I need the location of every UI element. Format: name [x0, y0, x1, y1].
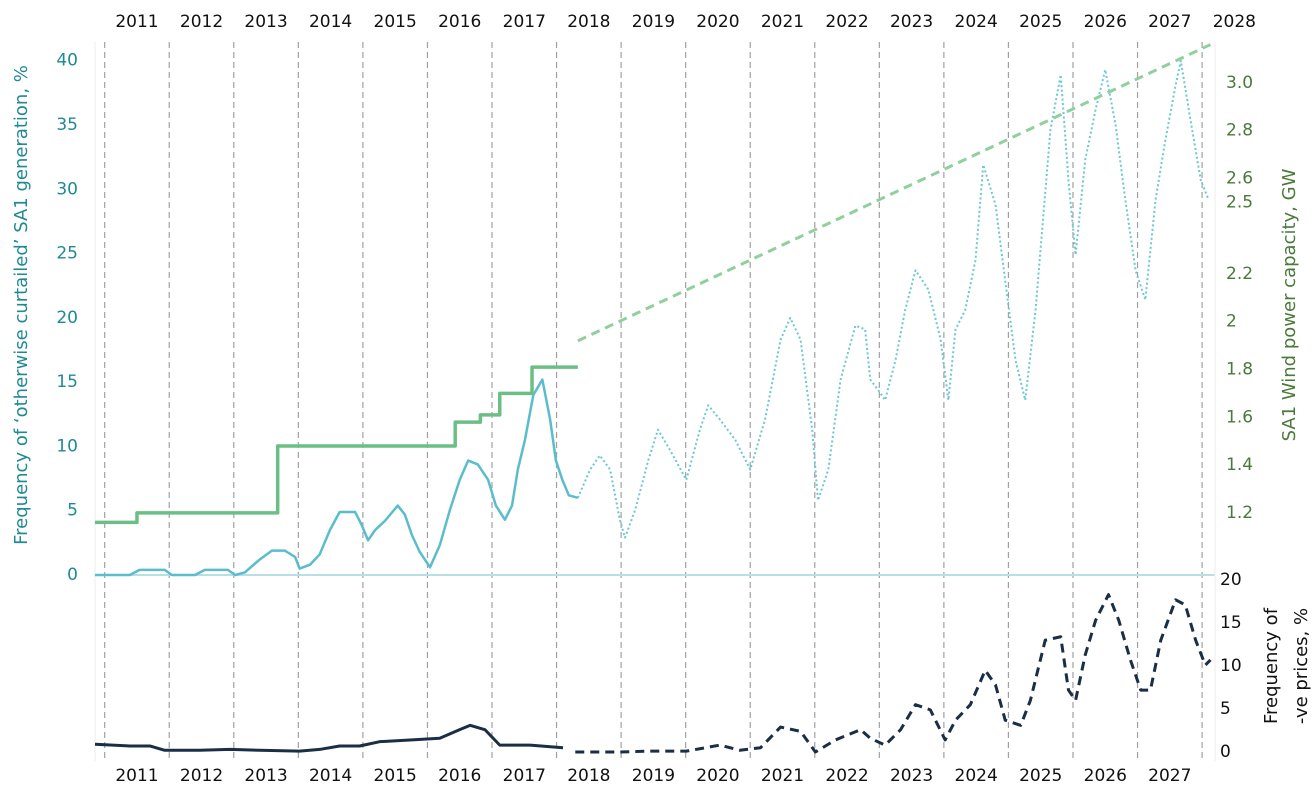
- y-tick-label: 25: [56, 244, 78, 264]
- x-tick-label: 2025: [1019, 766, 1062, 786]
- x-tick-label: 2017: [503, 12, 546, 32]
- y-tick-label: 35: [56, 115, 78, 135]
- x-tick-label: 2012: [180, 766, 223, 786]
- y-axis-title: Frequency of ‘otherwise curtailed’ SA1 g…: [11, 65, 32, 545]
- x-tick-label: 2024: [955, 766, 998, 786]
- x-tick-label: 2018: [567, 766, 610, 786]
- y2-tick-label: 15: [1220, 613, 1242, 633]
- data-line: [94, 723, 564, 753]
- x-tick-label: 2017: [503, 766, 546, 786]
- y-tick-label: 20: [56, 308, 78, 328]
- x-tick-label: 2023: [890, 12, 933, 32]
- x-tick-label: 2028: [1213, 12, 1256, 32]
- x-tick-label: 2014: [309, 766, 352, 786]
- data-line: [577, 43, 1212, 343]
- x-tick-label: 2021: [761, 12, 804, 32]
- x-tick-label: 2015: [374, 766, 417, 786]
- y2-axis-title: SA1 Wind power capacity, GW: [1279, 168, 1300, 441]
- x-tick-label: 2019: [632, 766, 675, 786]
- x-tick-label: 2016: [438, 766, 481, 786]
- x-tick-label: 2015: [374, 12, 417, 32]
- y2-tick-label: 1.6: [1226, 407, 1253, 427]
- x-tick-label: 2026: [1084, 12, 1127, 32]
- x-tick-label: 2022: [825, 766, 868, 786]
- x-tick-label: 2013: [244, 12, 287, 32]
- x-tick-label: 2016: [438, 12, 481, 32]
- y2-tick-label: 2.8: [1226, 121, 1253, 141]
- x-tick-label: 2014: [309, 12, 352, 32]
- y2-tick-label: 0: [1220, 742, 1231, 762]
- y2-axis-title: Frequency of: [1261, 607, 1282, 724]
- x-tick-label: 2013: [244, 766, 287, 786]
- y-tick-label: 10: [56, 436, 78, 456]
- y2-tick-label: 1.8: [1226, 360, 1253, 380]
- y-tick-label: 30: [56, 179, 78, 199]
- x-tick-label: 2027: [1148, 766, 1191, 786]
- x-tick-label: 2011: [115, 12, 158, 32]
- y-tick-label: 5: [67, 501, 78, 521]
- y2-tick-label: 2.5: [1226, 192, 1253, 212]
- x-tick-label: 2019: [632, 12, 675, 32]
- x-tick-label: 2025: [1019, 12, 1062, 32]
- data-line: [575, 593, 1212, 754]
- y2-tick-label: 2: [1226, 312, 1237, 332]
- x-tick-label: 2022: [825, 12, 868, 32]
- x-tick-label: 2021: [761, 766, 804, 786]
- y2-tick-label: 3.0: [1226, 73, 1253, 93]
- x-tick-label: 2024: [955, 12, 998, 32]
- y2-tick-label: 1.4: [1226, 455, 1253, 475]
- y2-tick-label: 1.2: [1226, 503, 1253, 523]
- data-line: [576, 59, 1210, 539]
- y2-axis-title: -ve prices, %: [1291, 608, 1312, 724]
- x-tick-label: 2012: [180, 12, 223, 32]
- x-tick-label: 2023: [890, 766, 933, 786]
- y2-tick-label: 2.2: [1226, 264, 1253, 284]
- x-tick-label: 2011: [115, 766, 158, 786]
- x-tick-label: 2018: [567, 12, 610, 32]
- data-line: [95, 378, 579, 577]
- y2-tick-label: 5: [1220, 699, 1231, 719]
- x-tick-label: 2020: [696, 766, 739, 786]
- x-tick-label: 2027: [1148, 12, 1191, 32]
- x-tick-label: 2026: [1084, 766, 1127, 786]
- y2-tick-label: 10: [1220, 656, 1242, 676]
- y-tick-label: 0: [67, 565, 78, 585]
- x-tick-label: 2020: [696, 12, 739, 32]
- data-line: [95, 365, 578, 525]
- y-tick-label: 40: [56, 51, 78, 71]
- y-tick-label: 15: [56, 372, 78, 392]
- y2-tick-label: 2.6: [1226, 168, 1253, 188]
- y2-tick-label: 20: [1220, 570, 1242, 590]
